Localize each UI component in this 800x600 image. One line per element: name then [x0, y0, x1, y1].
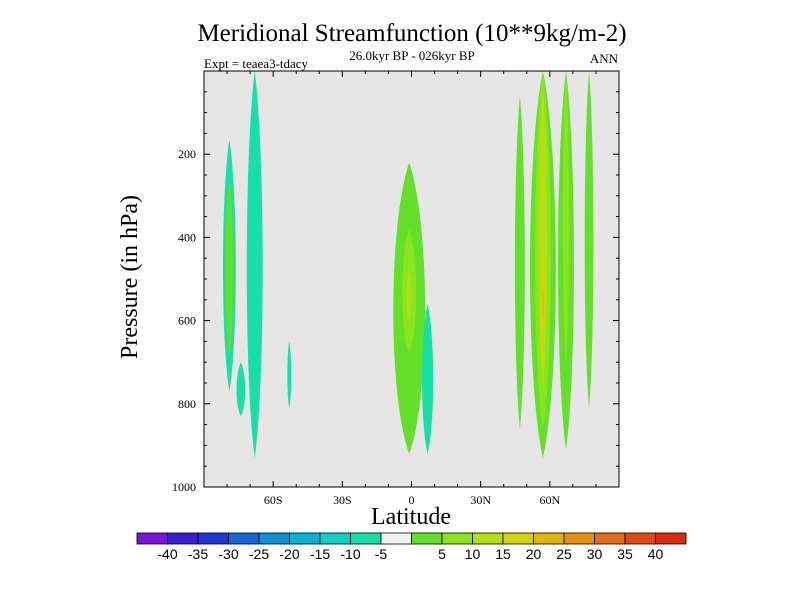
contour-region-2	[236, 362, 246, 417]
contour-region-9	[514, 95, 525, 429]
contour-region-17	[584, 71, 594, 408]
colorbar-swatch	[167, 532, 199, 545]
contour-region-7	[406, 270, 412, 321]
colorbar: -40 -35 -30 -25 -20 -15 -10 -5 5 10 15 20 25 30 35 40	[136, 532, 687, 562]
colorbar-swatch	[350, 532, 382, 545]
colorbar-label: -15	[310, 546, 330, 562]
season-label: ANN	[590, 51, 619, 66]
contour-region-4	[287, 341, 292, 408]
colorbar-swatch	[624, 532, 656, 545]
colorbar-label: 25	[556, 546, 572, 562]
colorbar-label: 10	[465, 546, 481, 562]
colorbar-label: -30	[218, 546, 238, 562]
contour-region-16	[562, 71, 570, 363]
colorbar-label: 5	[438, 546, 446, 562]
colorbar-label: -35	[188, 546, 208, 562]
x-tick-label: 0	[409, 493, 415, 507]
y-tick-label: 800	[178, 397, 196, 411]
x-tick-label: 60S	[264, 493, 283, 507]
colorbar-label: -5	[375, 546, 388, 562]
x-axis: 60S 30S 0 30N 60N	[203, 71, 620, 507]
colorbar-swatch	[655, 532, 687, 545]
contour-region-1	[225, 179, 234, 359]
contour-region-3	[246, 71, 263, 458]
colorbar-label: 30	[587, 546, 603, 562]
chart-title: Meridional Streamfunction (10**9kg/m-2)	[197, 20, 626, 47]
y-tick-label: 400	[178, 230, 196, 244]
chart-subtitle: 26.0kyr BP - 026kyr BP	[349, 48, 475, 63]
colorbar-label: -25	[249, 546, 269, 562]
contour-region-8	[422, 303, 434, 454]
colorbar-label: 40	[648, 546, 664, 562]
colorbar-label: 20	[526, 546, 542, 562]
colorbar-label: 15	[495, 546, 511, 562]
colorbar-label: 35	[617, 546, 633, 562]
colorbar-swatch	[472, 532, 504, 545]
contour-region-12	[538, 87, 548, 388]
colorbar-label: -20	[279, 546, 299, 562]
y-tick-label: 1000	[172, 480, 196, 494]
colorbar-label: -10	[340, 546, 360, 562]
colorbar-swatch	[563, 532, 595, 545]
colorbar-swatch	[380, 532, 412, 545]
y-axis: 200 400 600 800 1000	[172, 70, 619, 494]
x-tick-label: 30N	[470, 493, 491, 507]
colorbar-swatch	[594, 532, 626, 545]
colorbar-swatch	[258, 532, 290, 545]
y-axis-label: Pressure (in hPa)	[117, 195, 143, 359]
colorbar-swatch	[197, 532, 229, 545]
colorbar-swatch	[441, 532, 473, 545]
contour-fills	[222, 71, 594, 458]
x-axis-label: Latitude	[371, 504, 451, 530]
experiment-label: Expt = teaea3-tdacy	[204, 56, 309, 71]
colorbar-swatch	[136, 532, 168, 545]
x-tick-label: 60N	[539, 493, 560, 507]
colorbar-swatch	[319, 532, 351, 545]
colorbar-swatch	[411, 532, 443, 545]
x-tick-label: 30S	[333, 493, 352, 507]
colorbar-swatch	[228, 532, 260, 545]
colorbar-swatch	[289, 532, 321, 545]
colorbar-swatch	[533, 532, 565, 545]
colorbar-swatch	[502, 532, 534, 545]
colorbar-label: -40	[157, 546, 177, 562]
y-tick-label: 200	[178, 147, 196, 161]
y-tick-label: 600	[178, 314, 196, 328]
contour-region-14	[542, 287, 544, 321]
